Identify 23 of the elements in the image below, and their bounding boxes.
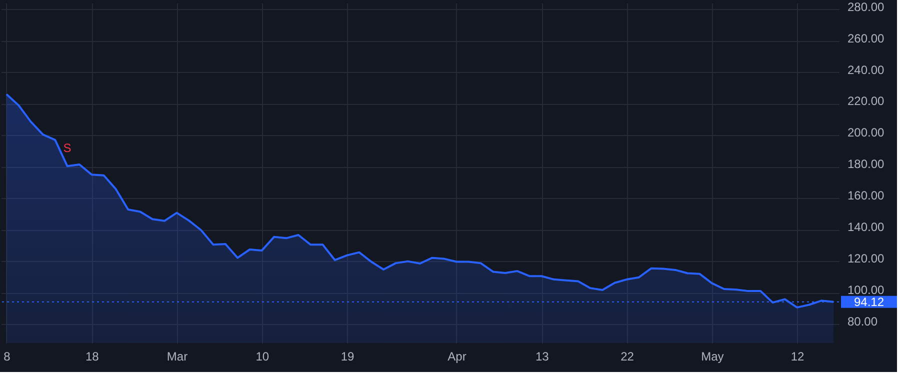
x-tick-label: 22 [620,350,634,364]
y-tick-label: 220.00 [848,94,885,108]
y-tick-label: 100.00 [848,283,885,298]
x-tick-label: 13 [535,350,550,364]
y-tick-label: 160.00 [848,188,885,203]
y-tick-label: 120.00 [848,252,885,266]
y-tick-label: 240.00 [848,62,885,77]
y-tick-label: 260.00 [848,31,885,46]
annotation: S [63,141,72,156]
x-tick-label: 10 [256,350,270,364]
y-tick-label: 80.00 [848,314,878,329]
y-tick-label: 140.00 [848,220,885,234]
x-tick-label: Mar [166,350,188,364]
x-tick-label: 19 [340,350,355,364]
y-tick-label: 180.00 [848,157,885,172]
x-tick-label: Apr [448,350,466,364]
x-tick-label: 18 [85,350,100,364]
y-tick-label: 200.00 [848,126,885,140]
ref-line-label: 94.12 [854,294,884,309]
x-tick-label: May [701,350,724,364]
x-tick-label: 12 [790,350,805,364]
y-tick-label: 280.00 [848,0,885,14]
x-tick-label: 8 [4,350,11,364]
